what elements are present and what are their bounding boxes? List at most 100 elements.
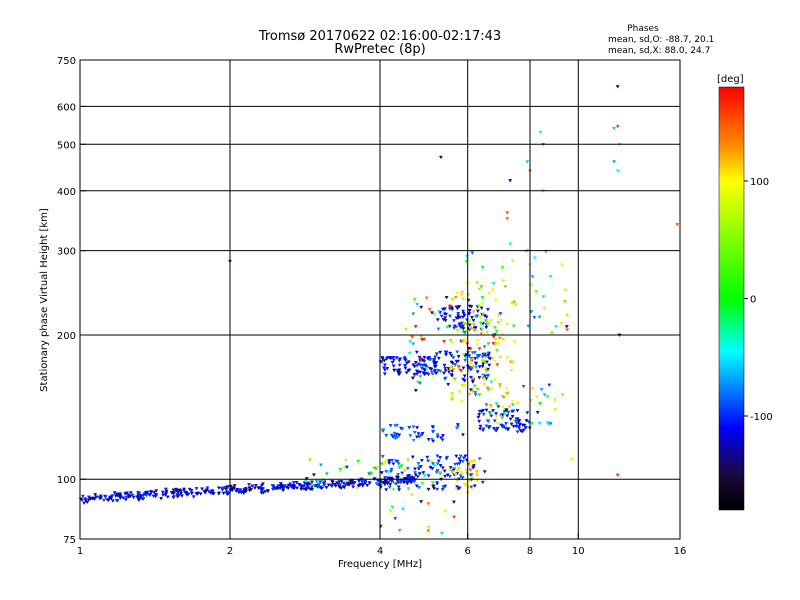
- data-point: [475, 354, 480, 358]
- data-point: [402, 357, 407, 362]
- data-point: [510, 415, 515, 419]
- data-point: [412, 298, 417, 302]
- data-point: [216, 486, 221, 490]
- data-point: [458, 459, 463, 464]
- data-point: [221, 486, 226, 491]
- data-point: [510, 410, 515, 414]
- data-point: [341, 481, 346, 486]
- data-point: [461, 322, 466, 326]
- chart-subtitle: RwPretec (8p): [334, 42, 425, 57]
- data-point: [450, 398, 455, 402]
- data-point: [393, 459, 398, 463]
- x-tick-label: 16: [674, 546, 687, 557]
- data-point: [440, 438, 445, 442]
- data-point: [429, 370, 434, 375]
- data-point: [238, 488, 243, 492]
- data-point: [502, 411, 507, 416]
- data-point: [435, 487, 440, 492]
- data-point: [450, 392, 455, 396]
- data-point: [98, 494, 103, 498]
- data-point: [485, 323, 490, 327]
- data-point: [496, 313, 501, 318]
- data-point: [675, 223, 680, 227]
- data-point: [471, 465, 476, 470]
- data-point: [349, 479, 354, 484]
- data-point: [388, 424, 393, 428]
- data-point: [419, 305, 424, 310]
- data-point: [430, 467, 435, 471]
- data-point: [405, 474, 410, 479]
- data-point: [442, 312, 447, 316]
- data-point: [399, 464, 404, 468]
- data-point: [491, 409, 496, 413]
- data-point: [436, 327, 441, 332]
- data-point: [416, 380, 421, 385]
- data-point: [310, 487, 315, 492]
- data-point: [436, 459, 441, 464]
- data-point: [450, 307, 455, 312]
- data-point: [505, 322, 510, 326]
- data-point: [384, 434, 389, 438]
- data-point: [505, 217, 510, 221]
- data-point: [389, 479, 394, 484]
- y-tick-label: 100: [57, 475, 76, 486]
- data-point: [449, 360, 454, 365]
- data-point: [430, 425, 435, 429]
- data-point: [504, 386, 509, 391]
- data-point: [435, 454, 440, 458]
- data-point: [549, 331, 554, 335]
- data-point: [420, 482, 425, 486]
- data-point: [444, 296, 449, 300]
- data-point: [365, 483, 370, 488]
- data-point: [414, 435, 419, 439]
- data-point: [416, 462, 421, 466]
- data-point: [361, 483, 366, 487]
- data-point: [505, 414, 510, 418]
- data-point: [435, 433, 440, 437]
- data-point: [171, 492, 176, 496]
- data-point: [416, 432, 421, 436]
- data-point: [382, 366, 386, 370]
- data-point: [330, 484, 335, 488]
- data-point: [460, 339, 465, 343]
- data-point: [426, 438, 431, 442]
- data-point: [439, 314, 444, 319]
- data-point: [417, 355, 422, 360]
- data-point: [385, 356, 390, 360]
- data-point: [467, 392, 472, 397]
- data-point: [408, 434, 413, 438]
- colorbar-tick-label: -100: [750, 412, 773, 423]
- data-point: [83, 497, 88, 501]
- data-point: [406, 360, 411, 364]
- data-point: [460, 476, 465, 480]
- data-point: [210, 489, 215, 493]
- data-point: [435, 318, 440, 322]
- data-point: [612, 160, 617, 164]
- data-point: [514, 419, 519, 424]
- data-point: [615, 473, 620, 478]
- data-point: [487, 292, 492, 296]
- data-point: [304, 487, 309, 492]
- data-point: [411, 425, 416, 429]
- data-point: [404, 371, 409, 375]
- data-point: [179, 492, 184, 496]
- data-point: [421, 471, 426, 475]
- data-point: [435, 352, 440, 356]
- data-point: [482, 360, 487, 364]
- data-point: [484, 369, 489, 374]
- data-point: [510, 360, 515, 364]
- data-point: [486, 374, 490, 378]
- data-point: [433, 368, 437, 373]
- data-point: [389, 476, 394, 481]
- data-point: [472, 384, 477, 388]
- x-tick-label: 4: [377, 546, 383, 557]
- data-point: [389, 467, 394, 472]
- data-point: [477, 376, 482, 380]
- data-point: [446, 383, 451, 387]
- data-point: [442, 307, 447, 311]
- data-point: [442, 371, 446, 376]
- data-point: [454, 316, 459, 320]
- data-point: [508, 417, 513, 422]
- data-point: [299, 485, 304, 489]
- data-point: [523, 426, 528, 430]
